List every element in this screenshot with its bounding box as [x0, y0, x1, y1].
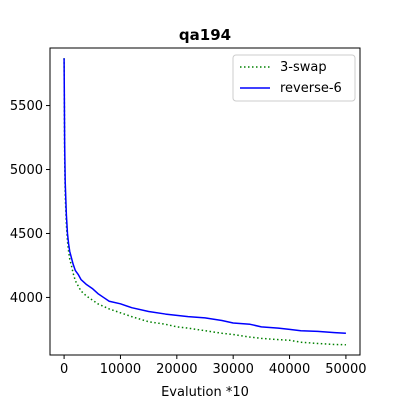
plot-area	[63, 58, 346, 346]
x-tick-label: 20000	[156, 362, 197, 377]
y-tick-label: 5000	[10, 163, 43, 178]
series-line-reverse-6	[63, 58, 346, 334]
series-line-3-swap	[63, 58, 346, 346]
x-tick-label: 10000	[100, 362, 141, 377]
y-tick-label: 4500	[10, 227, 43, 242]
x-tick-label: 50000	[325, 362, 366, 377]
legend-label-reverse-6: reverse-6	[280, 81, 342, 96]
x-tick-label: 30000	[213, 362, 254, 377]
y-axis: 4000 4500 5000 5500	[10, 99, 50, 306]
legend-label-3-swap: 3-swap	[280, 60, 327, 75]
x-tick-label: 0	[60, 362, 68, 377]
x-axis-label: Evalution *10	[161, 385, 249, 400]
axes-frame	[49, 47, 361, 356]
legend: 3-swap reverse-6	[232, 54, 356, 102]
x-tick-label: 40000	[269, 362, 310, 377]
y-tick-label: 4000	[10, 291, 43, 306]
legend-box	[232, 54, 356, 102]
chart-title: qa194	[179, 26, 231, 44]
x-axis: 0 10000 20000 30000 40000 50000	[60, 355, 367, 377]
y-tick-label: 5500	[10, 99, 43, 114]
